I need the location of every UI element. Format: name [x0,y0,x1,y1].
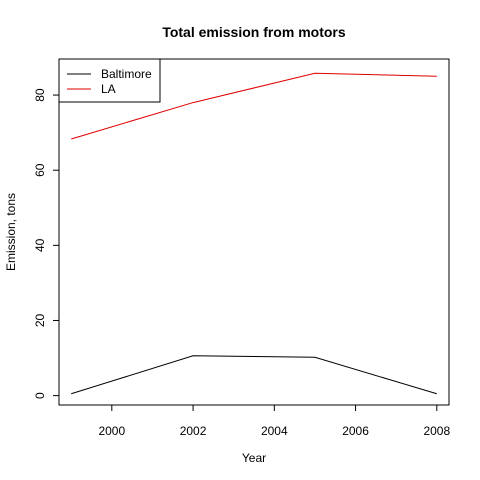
y-axis: 0 20 40 60 80 [33,88,59,399]
series-line-la [71,72,437,140]
series-lines [71,72,437,395]
x-tick-label: 2004 [261,424,288,438]
series-line-baltimore [71,355,437,395]
x-tick-label: 2006 [342,424,369,438]
x-tick-label: 2002 [180,424,207,438]
y-tick-label: 60 [33,163,47,177]
legend: Baltimore LA [58,58,161,103]
x-tick-label: 2000 [98,424,125,438]
x-tick-label: 2008 [423,424,450,438]
x-axis: 2000 2002 2004 2006 2008 [98,405,450,438]
y-tick-label: 0 [33,392,47,399]
legend-label-la: LA [101,82,116,96]
y-tick-label: 40 [33,238,47,252]
y-tick-label: 20 [33,313,47,327]
y-axis-label: Emission, tons [4,193,18,271]
x-axis-label: Year [242,451,266,465]
plot-box [58,58,450,406]
legend-box [58,58,161,103]
chart-title: Total emission from motors [162,24,346,40]
y-tick-label: 80 [33,88,47,102]
legend-label-baltimore: Baltimore [101,67,152,81]
